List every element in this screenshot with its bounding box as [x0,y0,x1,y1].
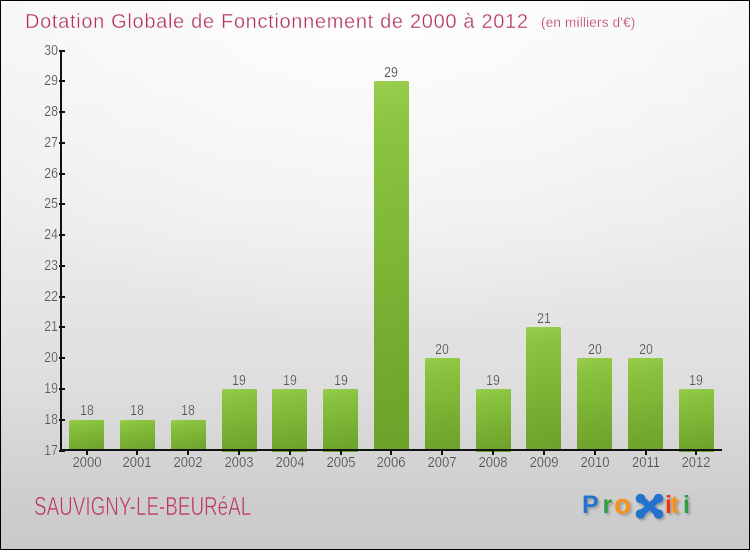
svg-text:t: t [671,491,680,519]
svg-text:r: r [603,491,613,519]
svg-text:P: P [582,491,599,519]
svg-text:i: i [683,491,690,519]
svg-text:i: i [665,491,672,519]
svg-text:o: o [614,489,631,520]
